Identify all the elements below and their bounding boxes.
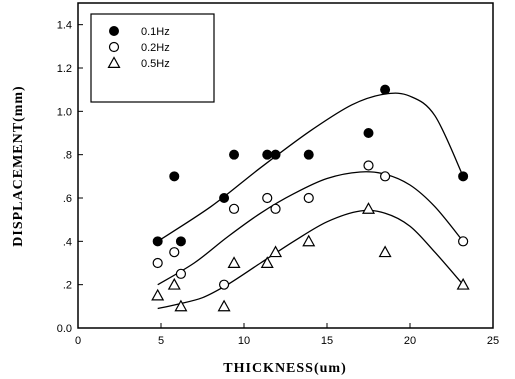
y-tick-label: .6 [63,193,72,205]
y-tick-label: 1.2 [57,63,72,75]
x-axis-label: THICKNESS(um) [223,361,346,376]
data-point [378,245,392,258]
y-tick-label: 1.0 [57,106,72,118]
data-point [227,256,241,268]
y-tick-label: 0.0 [57,323,72,335]
plot-frame [77,2,494,329]
legend-label: 0.5Hz [141,58,170,70]
data-point [218,279,230,290]
data-point [270,203,281,214]
data-point [151,288,165,301]
legend: 0.1Hz 0.2Hz 0.5Hz [90,13,215,103]
data-point [380,84,391,95]
fit-curve-0-2hz [157,171,464,286]
data-point [303,192,314,204]
x-tick-label: 25 [487,335,499,347]
y-axis-label: DISPLACEMENT(mm) [11,85,26,246]
fit-curve-0-5hz [157,209,464,310]
legend-label: 0.2Hz [141,42,170,54]
data-point [175,236,186,247]
x-tick-label: 20 [404,335,416,347]
data-point [458,171,469,182]
data-point [270,149,281,160]
tick-marks: 0 5 10 15 20 25 0.0 .2 .4 .6 .8 1.0 1.2 1.4 [57,20,499,347]
fit-curve-0-1hz [157,92,464,242]
x-tick-label: 15 [321,335,333,347]
data-point [363,160,374,171]
y-tick-label: .8 [63,150,72,162]
data-point [169,247,180,258]
data-point [219,193,230,203]
legend-label: 0.1Hz [141,26,170,38]
data-point [380,171,391,182]
data-point [269,245,283,258]
data-point [229,149,240,160]
legend-marker [108,41,120,53]
data-point [167,277,181,290]
data-point [175,268,187,279]
x-tick-label: 5 [158,335,164,347]
x-tick-label: 10 [238,335,250,347]
data-point [262,149,273,160]
data-point [303,149,314,160]
data-point [260,256,274,268]
data-point [363,128,374,138]
data-point [456,277,470,290]
data-point [152,257,163,269]
data-point [228,203,240,214]
legend-marker [107,56,121,69]
x-tick-label: 0 [75,335,81,347]
data-point [458,236,469,247]
legend-marker [109,26,119,36]
data-point [302,234,316,247]
data-markers [151,84,470,312]
y-tick-label: .4 [63,236,72,248]
data-point [174,299,188,312]
y-tick-label: .2 [63,280,72,292]
data-point [262,192,273,204]
data-point [217,299,231,312]
data-point [152,236,163,247]
y-tick-label: 1.4 [57,20,72,32]
data-point [361,202,376,214]
data-point [169,171,180,182]
